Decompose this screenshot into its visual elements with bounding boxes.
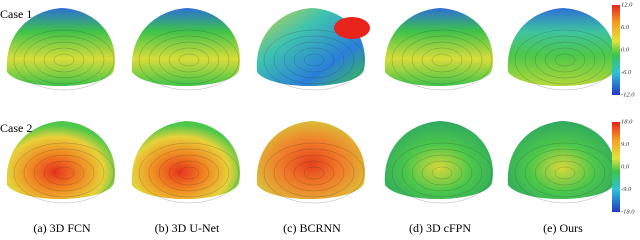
surface xyxy=(507,121,616,200)
contour-line xyxy=(33,41,95,79)
surface-render xyxy=(384,121,493,204)
caption: (b) 3D U-Net xyxy=(155,221,220,235)
surface-render xyxy=(131,121,240,204)
caption: (c) BCRNN xyxy=(283,221,341,235)
contour-line xyxy=(391,142,493,204)
contour-line xyxy=(303,53,325,67)
contour-line xyxy=(43,160,85,186)
contour-line xyxy=(554,53,576,67)
surface xyxy=(384,121,493,200)
surface-render xyxy=(256,121,365,204)
surface-render xyxy=(507,121,616,204)
contour-line xyxy=(391,29,493,91)
surface xyxy=(384,8,493,87)
colorbar xyxy=(612,5,620,95)
colorbar-tick-label: -6.0 xyxy=(621,69,632,76)
contour-line xyxy=(263,29,365,91)
contour-line xyxy=(23,35,105,85)
contour-line xyxy=(283,41,345,79)
contour-line xyxy=(138,142,240,204)
contour-line xyxy=(421,47,463,73)
contour-line xyxy=(273,148,355,198)
surface xyxy=(131,121,240,200)
contour-line xyxy=(178,166,200,180)
contour-line xyxy=(273,35,355,85)
contour-line xyxy=(544,47,586,73)
contour-line xyxy=(554,166,576,180)
caption: (d) 3D cFPN xyxy=(409,221,471,235)
contour-line xyxy=(13,29,115,91)
contour-line xyxy=(534,41,596,79)
contour-line xyxy=(293,160,335,186)
contour-line xyxy=(158,154,220,192)
surface xyxy=(256,121,365,200)
surface xyxy=(507,8,616,87)
surface-render xyxy=(507,8,616,91)
colorbar-tick-label: 9.0 xyxy=(621,141,630,148)
contour-line xyxy=(534,154,596,192)
contour-line xyxy=(283,154,345,192)
contour-line xyxy=(524,148,606,198)
contour-line xyxy=(293,47,335,73)
colorbar-tick-label: 0.0 xyxy=(621,46,630,53)
colorbar-tick-label: 6.0 xyxy=(621,24,630,31)
case-label: Case 2 xyxy=(0,121,32,135)
contour-line xyxy=(53,166,75,180)
caption: (e) Ours xyxy=(543,221,583,235)
colorbar-tick-label: 12.0 xyxy=(621,1,633,8)
caption: (a) 3D FCN xyxy=(33,221,91,235)
colorbar-tick-label: -9.0 xyxy=(621,186,632,193)
contour-line xyxy=(411,41,473,79)
contour-line xyxy=(263,142,365,204)
contour-line xyxy=(178,53,200,67)
contour-line xyxy=(524,35,606,85)
contour-line xyxy=(33,154,95,192)
contour-line xyxy=(421,160,463,186)
contour-line xyxy=(431,53,453,67)
surface-render xyxy=(6,8,115,91)
contour-line xyxy=(13,142,115,204)
contour-line xyxy=(53,53,75,67)
colorbar xyxy=(612,122,620,212)
surface-render xyxy=(6,121,115,204)
contour-line xyxy=(401,148,483,198)
colorbar-tick-label: 18.0 xyxy=(621,118,633,125)
contour-line xyxy=(303,166,325,180)
contour-line xyxy=(401,35,483,85)
case-label: Case 1 xyxy=(0,7,32,21)
contour-line xyxy=(431,166,453,180)
contour-line xyxy=(148,35,230,85)
colorbar-tick-label: 0.0 xyxy=(621,163,630,170)
colorbar-tick-label: -18.0 xyxy=(621,208,635,215)
contour-line xyxy=(168,160,210,186)
contour-line xyxy=(43,47,85,73)
contour-line xyxy=(23,148,105,198)
surface xyxy=(6,121,115,200)
surface-render xyxy=(384,8,493,91)
surface-render xyxy=(131,8,240,91)
surface-spot xyxy=(334,17,370,39)
contour-line xyxy=(138,29,240,91)
colorbar-tick-label: -12.0 xyxy=(621,91,635,98)
surface xyxy=(131,8,240,87)
contour-line xyxy=(148,148,230,198)
contour-line xyxy=(168,47,210,73)
surface xyxy=(6,8,115,87)
contour-line xyxy=(544,160,586,186)
contour-line xyxy=(158,41,220,79)
contour-line xyxy=(411,154,473,192)
